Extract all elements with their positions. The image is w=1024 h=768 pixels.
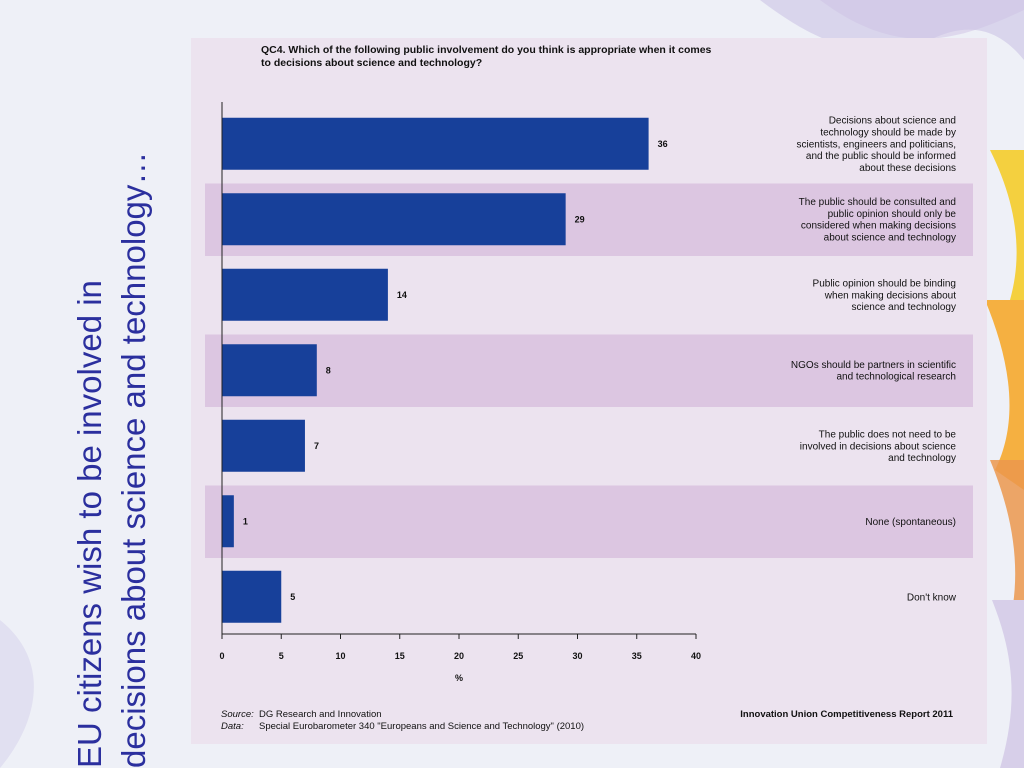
- bar-value-label: 14: [397, 290, 407, 300]
- report-title: Innovation Union Competitiveness Report …: [740, 709, 953, 720]
- category-label: The public should be consulted and: [799, 197, 956, 208]
- category-label: when making decisions about: [824, 290, 956, 301]
- slide-title-line1: EU citizens wish to be involved in: [71, 280, 108, 768]
- x-tick-label: 0: [219, 651, 224, 661]
- chart-panel: QC4. Which of the following public invol…: [191, 38, 987, 744]
- data-line: Data: Special Eurobarometer 340 "European…: [221, 721, 584, 733]
- bar: [222, 419, 305, 472]
- row-band: [205, 334, 973, 407]
- slide-title-line2: decisions about science and technology…: [115, 151, 152, 768]
- source-label: Source:: [221, 709, 254, 720]
- row-band: [205, 485, 973, 558]
- x-tick-label: 5: [279, 651, 284, 661]
- bar-value-label: 29: [575, 214, 585, 224]
- x-axis-label: %: [455, 673, 463, 683]
- category-label: involved in decisions about science: [800, 441, 957, 452]
- data-label: Data:: [221, 721, 244, 732]
- category-label: None (spontaneous): [865, 517, 956, 528]
- category-label: and technology: [888, 453, 956, 464]
- bar-value-label: 1: [243, 516, 248, 526]
- x-tick-label: 10: [335, 651, 345, 661]
- bar-value-label: 7: [314, 441, 319, 451]
- x-tick-label: 15: [395, 651, 405, 661]
- x-tick-label: 30: [572, 651, 582, 661]
- category-label: Don't know: [907, 592, 957, 603]
- source-line: Source: DG Research and Innovation: [221, 709, 584, 721]
- bar-value-label: 5: [290, 592, 295, 602]
- category-label: about these decisions: [859, 163, 956, 174]
- bar-value-label: 36: [658, 139, 668, 149]
- category-label: NGOs should be partners in scientific: [791, 360, 956, 371]
- bar-value-label: 8: [326, 365, 331, 375]
- source-block: Source: DG Research and Innovation Data: S…: [221, 709, 584, 733]
- bar: [222, 268, 388, 321]
- category-label: and technological research: [836, 372, 956, 383]
- bar: [222, 570, 282, 623]
- category-label: considered when making decisions: [801, 221, 956, 232]
- x-tick-label: 40: [691, 651, 701, 661]
- category-label: Decisions about science and: [829, 116, 956, 127]
- category-label: and the public should be informed: [806, 151, 956, 162]
- category-label: The public does not need to be: [819, 429, 957, 440]
- category-label: public opinion should only be: [828, 209, 957, 220]
- slide-title: EU citizens wish to be involved in decis…: [68, 8, 168, 768]
- x-tick-label: 25: [513, 651, 523, 661]
- bar: [222, 344, 317, 397]
- bar-chart: 36 Decisions about science andtechnology …: [205, 102, 973, 683]
- bar: [222, 117, 649, 170]
- source-text: DG Research and Innovation: [259, 709, 382, 720]
- x-tick-label: 35: [632, 651, 642, 661]
- x-tick-label: 20: [454, 651, 464, 661]
- category-label: about science and technology: [824, 232, 956, 243]
- category-label: science and technology: [851, 302, 956, 313]
- chart-title: QC4. Which of the following public invol…: [261, 44, 712, 69]
- bar: [222, 495, 234, 548]
- bar: [222, 193, 566, 246]
- category-label: scientists, engineers and politicians,: [796, 139, 956, 150]
- category-label: Public opinion should be binding: [813, 278, 956, 289]
- data-text: Special Eurobarometer 340 "Europeans and…: [259, 721, 585, 732]
- category-label: technology should be made by: [820, 127, 956, 138]
